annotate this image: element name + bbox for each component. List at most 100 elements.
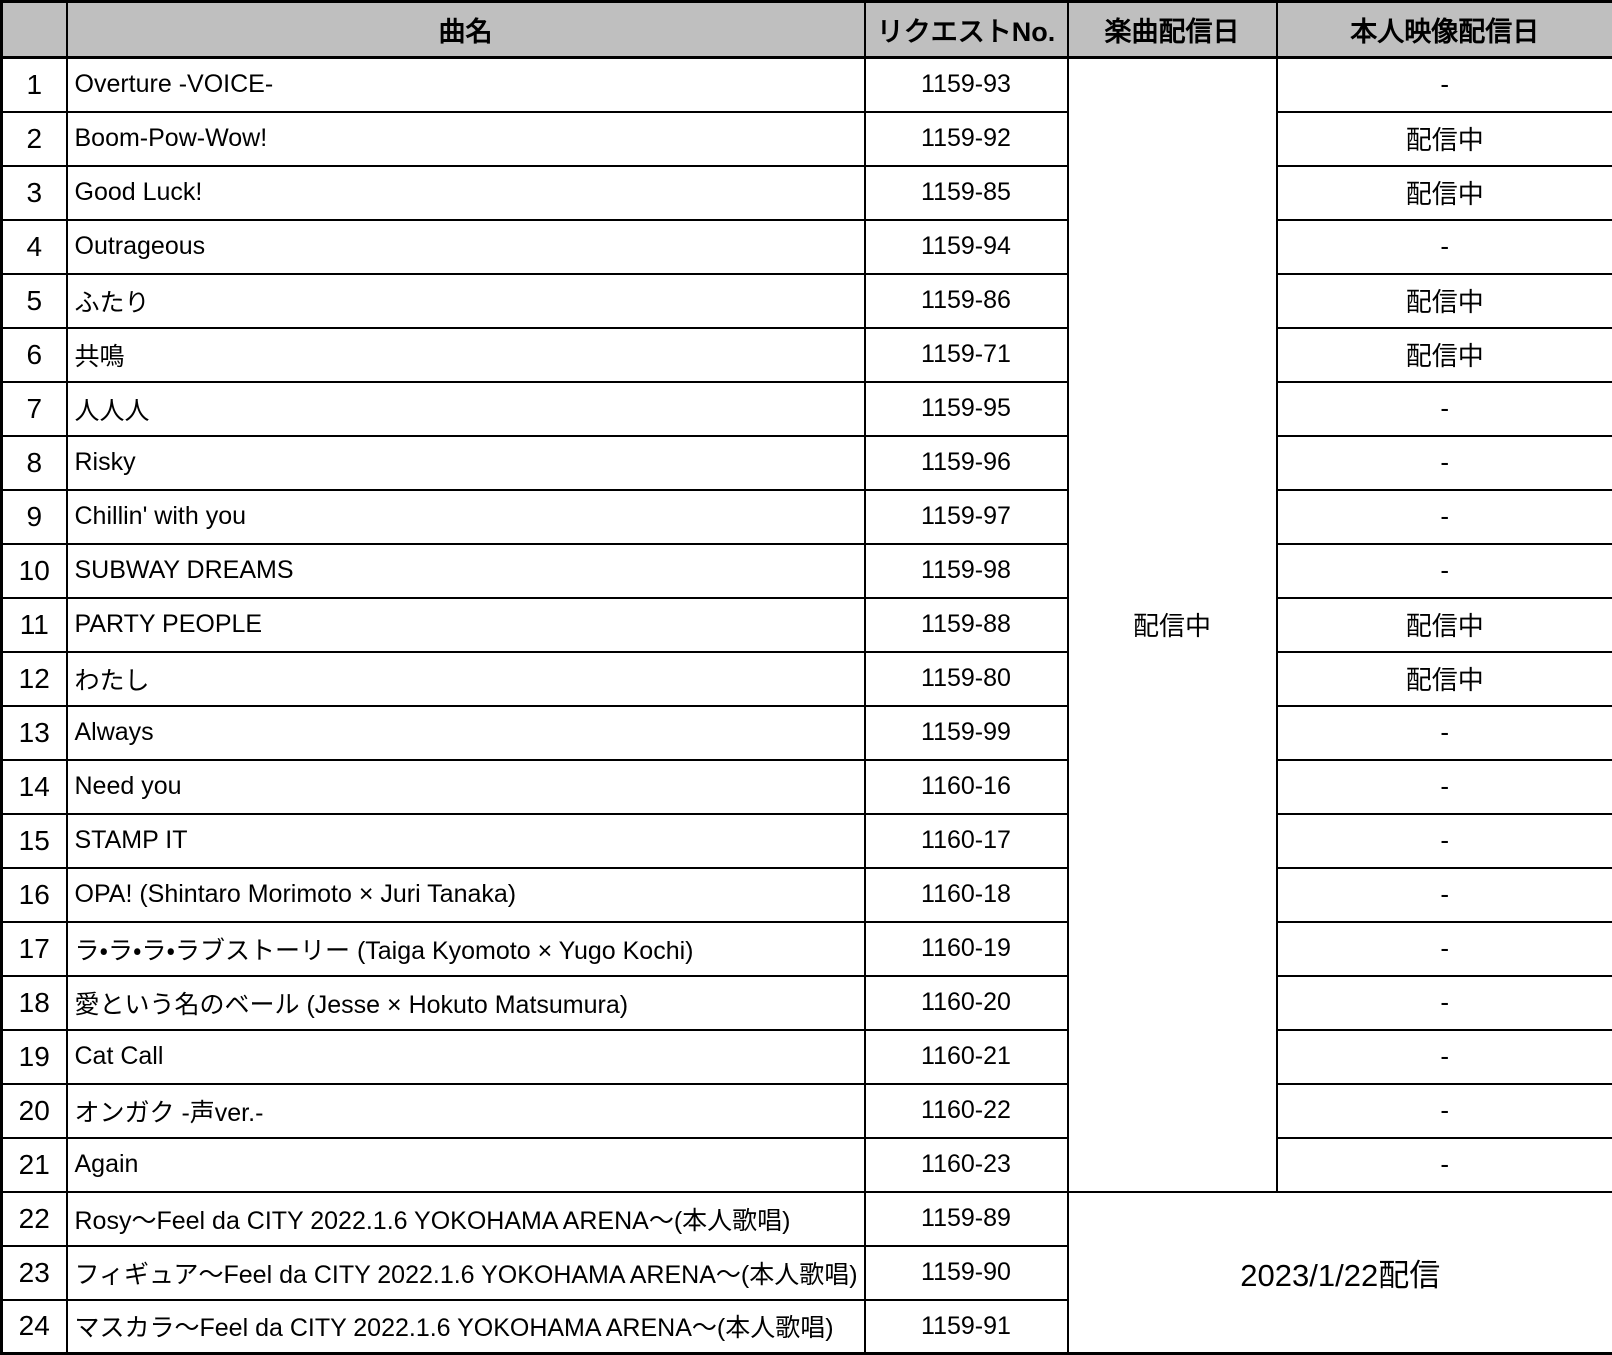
song-title-cell: マスカラ～Feel da CITY 2022.1.6 YOKOHAMA AREN… <box>67 1300 865 1354</box>
video-release-date-cell: - <box>1277 544 1612 598</box>
video-release-date-cell: - <box>1277 868 1612 922</box>
song-title-cell: 人人人 <box>67 382 865 436</box>
header-song-release-date: 楽曲配信日 <box>1068 2 1277 58</box>
song-title-cell: Overture -VOICE- <box>67 58 865 112</box>
row-number-cell: 7 <box>2 382 67 436</box>
song-title-cell: わたし <box>67 652 865 706</box>
request-no-cell: 1159-93 <box>865 58 1068 112</box>
header-video-release-date: 本人映像配信日 <box>1277 2 1612 58</box>
request-no-cell: 1159-89 <box>865 1192 1068 1246</box>
row-number-cell: 8 <box>2 436 67 490</box>
row-number-cell: 3 <box>2 166 67 220</box>
request-no-cell: 1159-86 <box>865 274 1068 328</box>
row-number-cell: 10 <box>2 544 67 598</box>
header-row: 曲名 リクエストNo. 楽曲配信日 本人映像配信日 <box>2 2 1612 58</box>
request-no-cell: 1159-90 <box>865 1246 1068 1300</box>
song-title-cell: PARTY PEOPLE <box>67 598 865 652</box>
request-no-cell: 1159-92 <box>865 112 1068 166</box>
row-number-cell: 1 <box>2 58 67 112</box>
request-no-cell: 1159-91 <box>865 1300 1068 1354</box>
row-number-cell: 17 <box>2 922 67 976</box>
row-number-cell: 18 <box>2 976 67 1030</box>
request-no-cell: 1159-94 <box>865 220 1068 274</box>
video-release-date-cell: - <box>1277 220 1612 274</box>
video-release-date-cell: - <box>1277 1084 1612 1138</box>
video-release-date-cell: - <box>1277 1138 1612 1192</box>
row-number-cell: 6 <box>2 328 67 382</box>
request-no-cell: 1160-18 <box>865 868 1068 922</box>
song-title-cell: Outrageous <box>67 220 865 274</box>
row-number-cell: 16 <box>2 868 67 922</box>
video-release-date-cell: - <box>1277 436 1612 490</box>
video-release-date-cell: - <box>1277 814 1612 868</box>
row-number-cell: 24 <box>2 1300 67 1354</box>
request-no-cell: 1159-97 <box>865 490 1068 544</box>
video-release-date-cell: 配信中 <box>1277 328 1612 382</box>
song-title-cell: Always <box>67 706 865 760</box>
video-release-date-cell: - <box>1277 382 1612 436</box>
video-release-date-cell: - <box>1277 922 1612 976</box>
song-title-cell: SUBWAY DREAMS <box>67 544 865 598</box>
song-title-cell: Risky <box>67 436 865 490</box>
request-no-cell: 1160-23 <box>865 1138 1068 1192</box>
request-no-cell: 1160-22 <box>865 1084 1068 1138</box>
song-title-cell: Chillin' with you <box>67 490 865 544</box>
request-no-cell: 1159-98 <box>865 544 1068 598</box>
row-number-cell: 20 <box>2 1084 67 1138</box>
request-no-cell: 1159-80 <box>865 652 1068 706</box>
table-header: 曲名 リクエストNo. 楽曲配信日 本人映像配信日 <box>2 2 1612 58</box>
song-title-cell: Good Luck! <box>67 166 865 220</box>
row-number-cell: 22 <box>2 1192 67 1246</box>
row-number-cell: 4 <box>2 220 67 274</box>
video-release-date-cell: - <box>1277 1030 1612 1084</box>
request-no-cell: 1159-71 <box>865 328 1068 382</box>
request-no-cell: 1159-99 <box>865 706 1068 760</box>
song-title-cell: Cat Call <box>67 1030 865 1084</box>
video-release-date-cell: 配信中 <box>1277 166 1612 220</box>
song-title-cell: Again <box>67 1138 865 1192</box>
song-title-cell: ラ・ラ・ラ・ラブストーリー (Taiga Kyomoto × Yugo Koch… <box>67 922 865 976</box>
row-number-cell: 21 <box>2 1138 67 1192</box>
video-release-date-cell: 配信中 <box>1277 652 1612 706</box>
video-release-date-cell: - <box>1277 976 1612 1030</box>
song-title-cell: Rosy～Feel da CITY 2022.1.6 YOKOHAMA AREN… <box>67 1192 865 1246</box>
row-number-cell: 14 <box>2 760 67 814</box>
video-release-date-cell: - <box>1277 490 1612 544</box>
row-number-cell: 11 <box>2 598 67 652</box>
row-number-cell: 13 <box>2 706 67 760</box>
video-release-date-cell: 配信中 <box>1277 112 1612 166</box>
row-number-cell: 5 <box>2 274 67 328</box>
row-number-cell: 9 <box>2 490 67 544</box>
row-number-cell: 19 <box>2 1030 67 1084</box>
request-no-cell: 1159-95 <box>865 382 1068 436</box>
header-row-number <box>2 2 67 58</box>
request-no-cell: 1160-20 <box>865 976 1068 1030</box>
song-title-cell: Need you <box>67 760 865 814</box>
song-title-cell: ふたり <box>67 274 865 328</box>
video-release-date-cell: 配信中 <box>1277 598 1612 652</box>
song-title-cell: OPA! (Shintaro Morimoto × Juri Tanaka) <box>67 868 865 922</box>
row-number-cell: 2 <box>2 112 67 166</box>
